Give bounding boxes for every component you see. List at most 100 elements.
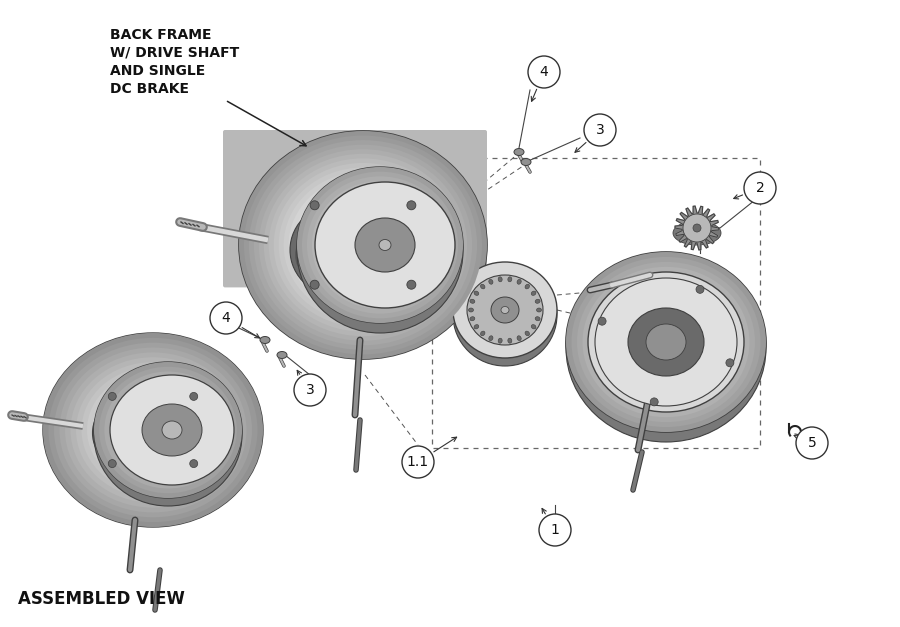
Ellipse shape (628, 308, 704, 376)
Circle shape (598, 317, 606, 325)
Ellipse shape (536, 299, 540, 303)
Ellipse shape (489, 280, 493, 284)
Ellipse shape (474, 325, 479, 329)
Ellipse shape (514, 149, 524, 155)
Ellipse shape (290, 201, 400, 299)
Ellipse shape (259, 149, 467, 340)
Ellipse shape (489, 336, 493, 340)
Ellipse shape (162, 421, 182, 439)
Ellipse shape (683, 214, 711, 242)
Text: 3: 3 (596, 123, 605, 137)
Ellipse shape (99, 367, 237, 493)
Text: ASSEMBLED VIEW: ASSEMBLED VIEW (18, 590, 184, 608)
Ellipse shape (616, 297, 716, 387)
Ellipse shape (322, 191, 438, 300)
Ellipse shape (501, 307, 509, 314)
Ellipse shape (43, 333, 263, 527)
Ellipse shape (254, 145, 472, 345)
Ellipse shape (599, 282, 733, 403)
Circle shape (294, 374, 326, 406)
Ellipse shape (134, 410, 178, 450)
Ellipse shape (94, 362, 242, 498)
Polygon shape (675, 206, 719, 250)
Ellipse shape (104, 372, 231, 488)
Circle shape (190, 460, 198, 468)
Ellipse shape (610, 292, 722, 393)
Ellipse shape (508, 338, 512, 343)
Circle shape (190, 393, 198, 401)
Ellipse shape (355, 218, 415, 272)
Ellipse shape (260, 337, 270, 344)
Ellipse shape (673, 221, 721, 245)
Ellipse shape (588, 271, 744, 412)
Bar (432, 158, 760, 448)
Ellipse shape (274, 163, 453, 327)
Circle shape (584, 114, 616, 146)
Ellipse shape (293, 181, 432, 309)
Ellipse shape (76, 362, 230, 498)
Ellipse shape (357, 219, 393, 251)
Ellipse shape (595, 278, 737, 406)
Ellipse shape (110, 375, 234, 485)
Ellipse shape (59, 347, 247, 512)
Ellipse shape (142, 404, 202, 456)
Ellipse shape (87, 372, 219, 488)
Text: 3: 3 (306, 383, 314, 397)
Ellipse shape (312, 181, 448, 309)
Ellipse shape (605, 287, 727, 398)
Ellipse shape (297, 169, 463, 333)
Ellipse shape (94, 364, 242, 506)
Circle shape (650, 398, 658, 406)
Ellipse shape (498, 277, 502, 282)
Ellipse shape (330, 247, 370, 283)
Ellipse shape (593, 277, 739, 408)
Ellipse shape (646, 324, 686, 360)
Ellipse shape (337, 220, 393, 270)
Ellipse shape (491, 297, 519, 323)
Ellipse shape (588, 272, 744, 412)
Ellipse shape (327, 195, 433, 295)
Circle shape (310, 280, 320, 289)
Ellipse shape (43, 333, 263, 527)
Ellipse shape (110, 376, 227, 483)
Ellipse shape (93, 392, 187, 474)
Ellipse shape (249, 140, 477, 350)
Ellipse shape (693, 224, 701, 232)
Circle shape (407, 201, 416, 210)
Ellipse shape (269, 159, 457, 332)
Circle shape (796, 427, 828, 459)
Text: BACK FRAME
W/ DRIVE SHAFT
AND SINGLE
DC BRAKE: BACK FRAME W/ DRIVE SHAFT AND SINGLE DC … (110, 28, 239, 95)
Ellipse shape (49, 338, 257, 522)
Ellipse shape (379, 240, 391, 251)
Ellipse shape (279, 167, 447, 322)
Circle shape (108, 393, 116, 401)
Circle shape (726, 359, 734, 367)
Circle shape (108, 460, 116, 468)
Circle shape (744, 172, 776, 204)
Ellipse shape (566, 252, 766, 432)
Ellipse shape (498, 338, 502, 343)
FancyBboxPatch shape (223, 130, 487, 287)
Ellipse shape (572, 257, 760, 427)
Ellipse shape (481, 284, 485, 289)
Text: 4: 4 (221, 311, 230, 325)
Text: 1.1: 1.1 (407, 455, 429, 469)
Ellipse shape (114, 381, 221, 479)
Ellipse shape (467, 275, 543, 345)
Ellipse shape (525, 331, 529, 335)
Ellipse shape (469, 308, 473, 312)
Ellipse shape (307, 176, 453, 314)
Ellipse shape (82, 367, 224, 493)
Ellipse shape (453, 264, 557, 366)
Text: 4: 4 (540, 65, 548, 79)
Ellipse shape (65, 352, 241, 508)
Ellipse shape (295, 225, 365, 285)
Ellipse shape (242, 160, 432, 340)
Text: 2: 2 (756, 181, 764, 195)
Ellipse shape (525, 284, 529, 289)
Ellipse shape (289, 177, 437, 314)
Ellipse shape (93, 377, 213, 483)
Ellipse shape (297, 167, 463, 323)
Ellipse shape (517, 336, 521, 340)
Ellipse shape (120, 386, 216, 474)
